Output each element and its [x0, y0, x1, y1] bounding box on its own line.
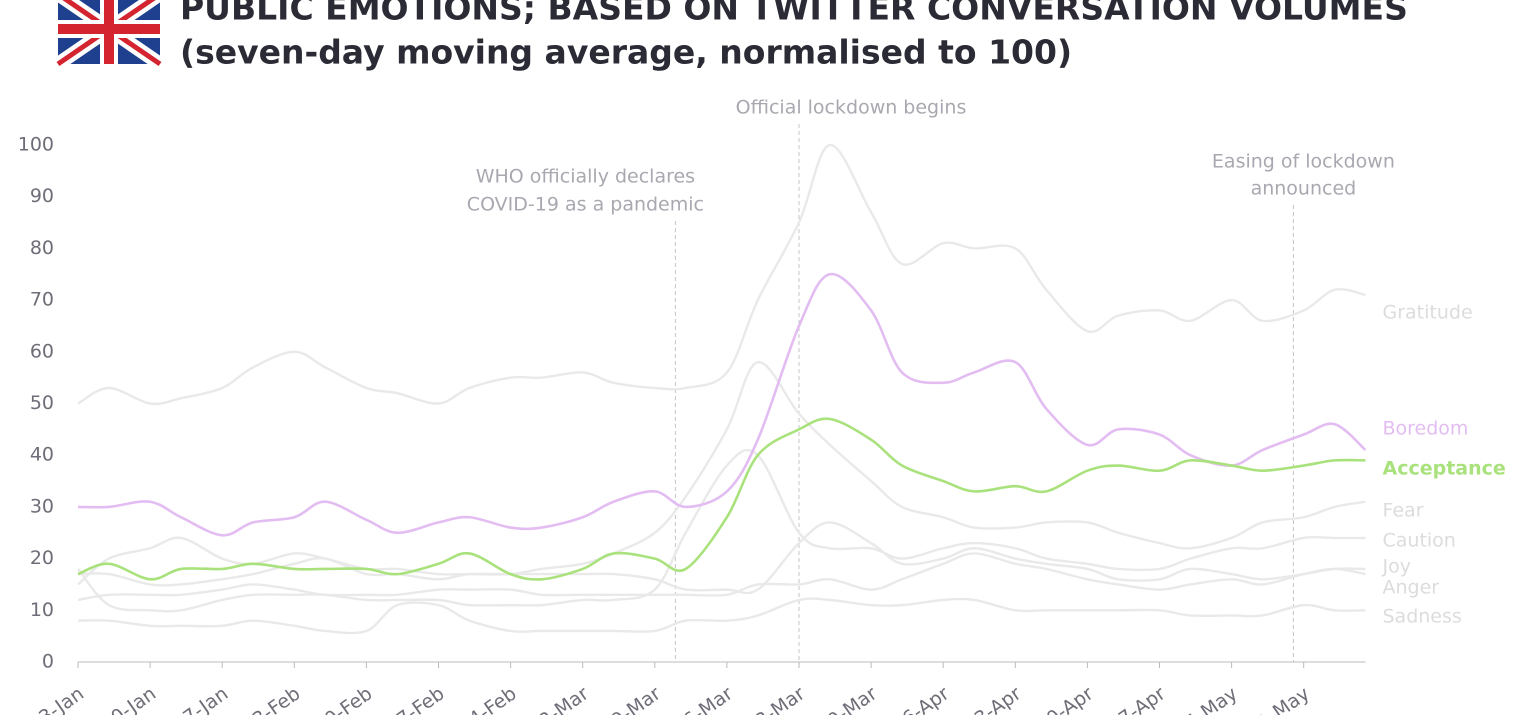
x-tick-label: 6-Apr	[898, 682, 953, 715]
chart-title: PUBLIC EMOTIONS; BASED ON TWITTER CONVER…	[180, 0, 1408, 28]
annotation-text: announced	[1251, 178, 1357, 200]
series-line	[77, 552, 1366, 602]
series-label: Joy	[1382, 556, 1411, 578]
series-line	[77, 360, 1366, 586]
y-tick-label: 30	[30, 495, 54, 517]
x-tick-label: 30-Mar	[814, 682, 882, 715]
series-line	[77, 597, 1366, 635]
x-tick-label: 16-Mar	[670, 682, 738, 715]
series-line	[77, 143, 1366, 406]
annotation-text: COVID-19 as a pandemic	[467, 194, 704, 216]
x-tick-label: 10-Feb	[311, 683, 377, 715]
x-tick-label: 23-Mar	[742, 682, 810, 715]
y-tick-label: 100	[18, 134, 54, 156]
series-label: Caution	[1383, 530, 1456, 552]
annotation-text: WHO officially declares	[476, 166, 695, 188]
series-label: Boredom	[1383, 418, 1469, 440]
x-tick-label: 2-Mar	[535, 682, 593, 715]
series-label: Gratitude	[1383, 302, 1473, 324]
x-tick-label: 13-Apr	[961, 682, 1026, 715]
x-tick-label: 9-Mar	[607, 682, 665, 715]
flag	[54, 0, 164, 70]
x-tick-label: 24-Feb	[455, 683, 521, 715]
x-tick-label: 27-Jan	[169, 683, 232, 715]
y-tick-label: 60	[30, 340, 54, 362]
series-line	[77, 521, 1366, 595]
y-tick-label: 40	[30, 444, 54, 466]
annotation-text: Easing of lockdown	[1212, 151, 1395, 173]
x-tick-label: 20-Apr	[1033, 682, 1098, 715]
series-label: Fear	[1383, 500, 1424, 522]
x-tick-label: 13-Jan	[25, 683, 88, 715]
x-tick-label: 3-Feb	[249, 683, 305, 715]
y-tick-label: 70	[30, 289, 54, 311]
series-line	[77, 272, 1367, 537]
chart-subtitle: (seven-day moving average, normalised to…	[180, 33, 1072, 72]
series-label: Acceptance	[1383, 458, 1506, 480]
y-tick-label: 20	[30, 547, 54, 569]
y-tick-label: 90	[30, 185, 54, 207]
series-line	[77, 417, 1366, 581]
series-label: Anger	[1383, 577, 1440, 599]
series-line	[77, 448, 1366, 613]
x-tick-label: 11-May	[1243, 683, 1313, 715]
x-tick-label: 4-May	[1181, 683, 1241, 715]
x-tick-label: 27-Apr	[1105, 682, 1170, 715]
series-label: Sadness	[1383, 606, 1462, 628]
x-tick-label: 20-Jan	[97, 683, 160, 715]
x-tick-label: 17-Feb	[383, 683, 449, 715]
y-tick-label: 0	[42, 651, 54, 673]
y-tick-label: 80	[30, 237, 54, 259]
annotation-text: Official lockdown begins	[736, 97, 967, 119]
y-tick-label: 50	[30, 392, 54, 414]
y-tick-label: 10	[30, 599, 54, 621]
